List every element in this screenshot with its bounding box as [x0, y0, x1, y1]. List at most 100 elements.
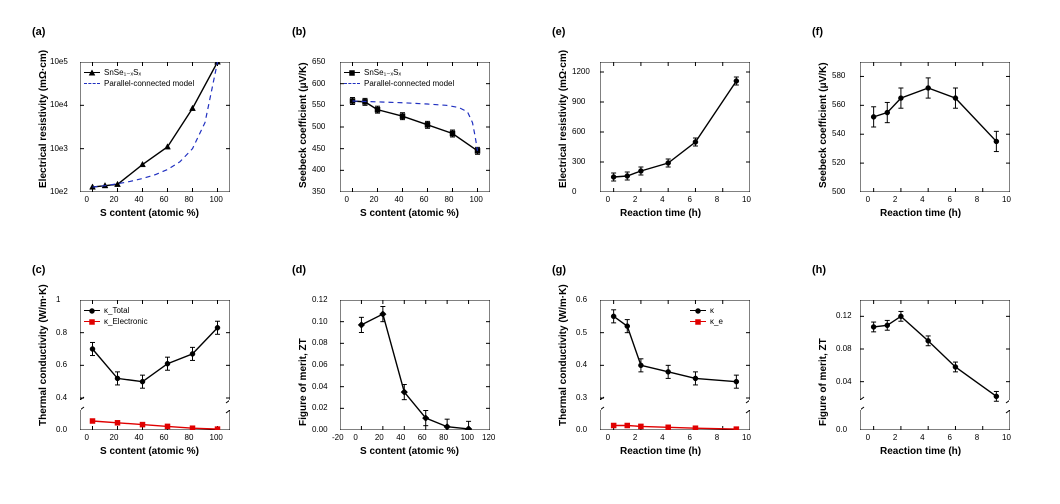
xlabel-c: S content (atomic %) [100, 446, 199, 457]
ytick-label: 400 [312, 165, 325, 174]
ylabel-e: Electrical resistivity (mΩ·cm) [558, 50, 569, 188]
ytick-label: 0.3 [576, 393, 587, 402]
xtick-label: 0 [345, 195, 349, 204]
ytick-label: 0.4 [56, 393, 67, 402]
ytick-label: 1200 [572, 67, 590, 76]
ytick-label: 0.4 [576, 360, 587, 369]
xtick-label: 6 [947, 195, 951, 204]
xtick-label: 60 [160, 433, 169, 442]
figure-grid: (a)02040608010010e210e310e410e5S content… [0, 0, 1060, 504]
ytick-label: 10e5 [50, 57, 68, 66]
xtick-label: 20 [110, 433, 119, 442]
xtick-label: 2 [893, 433, 897, 442]
ytick-label: 300 [572, 157, 585, 166]
ytick-label: 0.04 [312, 382, 328, 391]
xtick-label: 0 [866, 433, 870, 442]
ytick-label: 0.02 [312, 403, 328, 412]
xlabel-f: Reaction time (h) [880, 208, 961, 219]
xtick-label: 120 [482, 433, 495, 442]
plot-e [600, 62, 750, 192]
legend-item: SnSe₁₋ₓSₓ [84, 68, 194, 77]
ytick-label: 0.0 [56, 425, 67, 434]
plot-g [600, 300, 750, 430]
xtick-label: 100 [210, 195, 223, 204]
xtick-label: 100 [210, 433, 223, 442]
xlabel-d: S content (atomic %) [360, 446, 459, 457]
panel-e: (e)024681003006009001200Reaction time (h… [550, 40, 750, 230]
ytick-label: 650 [312, 57, 325, 66]
xtick-label: 10 [742, 195, 751, 204]
legend-label: κ_e [710, 317, 723, 326]
panel-label-c: (c) [32, 264, 45, 276]
ytick-label: 0.5 [576, 328, 587, 337]
panel-h: (h)02468100.040.080.120.0Reaction time (… [810, 278, 1010, 468]
panel-label-a: (a) [32, 26, 45, 38]
ytick-label: 580 [832, 71, 845, 80]
xtick-label: 8 [975, 195, 979, 204]
ytick-label: 10e3 [50, 144, 68, 153]
panel-d: (d)-200204060801001200.000.020.040.060.0… [290, 278, 490, 468]
legend-label: κ_Electronic [104, 317, 148, 326]
xtick-label: 100 [470, 195, 483, 204]
ytick-label: 0.00 [312, 425, 328, 434]
ylabel-b: Seebeck coefficient (μV/K) [298, 62, 309, 188]
legend-label: SnSe₁₋ₓSₓ [104, 68, 141, 77]
xtick-label: 0 [85, 433, 89, 442]
legend-item: κ_Electronic [84, 317, 148, 326]
ytick-label: 0.12 [312, 295, 328, 304]
ytick-label: 0.06 [312, 360, 328, 369]
xtick-label: 0 [866, 195, 870, 204]
ytick-label: 900 [572, 97, 585, 106]
xtick-label: -20 [332, 433, 344, 442]
legend-item: κ_e [690, 317, 723, 326]
ytick-label: 10e2 [50, 187, 68, 196]
xtick-label: 80 [439, 433, 448, 442]
legend-label: κ [710, 306, 714, 315]
xtick-label: 4 [660, 433, 664, 442]
ytick-label: 550 [312, 100, 325, 109]
ytick-label: 560 [832, 100, 845, 109]
ylabel-d: Figure of merit, ZT [298, 338, 309, 426]
xtick-label: 6 [687, 195, 691, 204]
xtick-label: 10 [1002, 195, 1011, 204]
ylabel-f: Seebeck coefficient (μV/K) [818, 62, 829, 188]
ytick-label: 0.08 [836, 344, 852, 353]
xtick-label: 20 [110, 195, 119, 204]
ytick-label: 450 [312, 144, 325, 153]
ylabel-a: Electrical resistivity (mΩ·cm) [38, 50, 49, 188]
xtick-label: 40 [395, 195, 404, 204]
legend-item: Parallel-connected model [84, 79, 194, 88]
ytick-label: 520 [832, 158, 845, 167]
xlabel-g: Reaction time (h) [620, 446, 701, 457]
xtick-label: 4 [920, 195, 924, 204]
ytick-label: 600 [312, 79, 325, 88]
legend-item: κ_Total [84, 306, 148, 315]
xtick-label: 0 [606, 433, 610, 442]
ytick-label: 500 [312, 122, 325, 131]
legend-label: Parallel-connected model [104, 79, 194, 88]
xtick-label: 60 [420, 195, 429, 204]
legend-c: κ_Total κ_Electronic [84, 306, 148, 328]
xtick-label: 10 [1002, 433, 1011, 442]
panel-label-g: (g) [552, 264, 566, 276]
panel-g: (g)02468100.30.40.50.60.0Reaction time (… [550, 278, 750, 468]
ytick-label: 1 [56, 295, 60, 304]
xtick-label: 0 [606, 195, 610, 204]
xtick-label: 80 [445, 195, 454, 204]
legend-item: Parallel-connected model [344, 79, 454, 88]
xtick-label: 20 [375, 433, 384, 442]
panel-b: (b)020406080100350400450500550600650S co… [290, 40, 490, 230]
xtick-label: 80 [185, 433, 194, 442]
legend-item: κ [690, 306, 723, 315]
ytick-label: 540 [832, 129, 845, 138]
ylabel-g: Thermal conductivity (W/m·K) [558, 284, 569, 426]
legend-label: κ_Total [104, 306, 129, 315]
xtick-label: 4 [660, 195, 664, 204]
legend-a: SnSe₁₋ₓSₓ Parallel-connected model [84, 68, 194, 90]
ytick-label: 0.10 [312, 317, 328, 326]
ytick-label: 0.0 [836, 425, 847, 434]
panel-c: (c)0204060801000.40.60.810.0S content (a… [30, 278, 230, 468]
panel-label-f: (f) [812, 26, 823, 38]
ytick-label: 0.08 [312, 338, 328, 347]
xtick-label: 2 [633, 195, 637, 204]
